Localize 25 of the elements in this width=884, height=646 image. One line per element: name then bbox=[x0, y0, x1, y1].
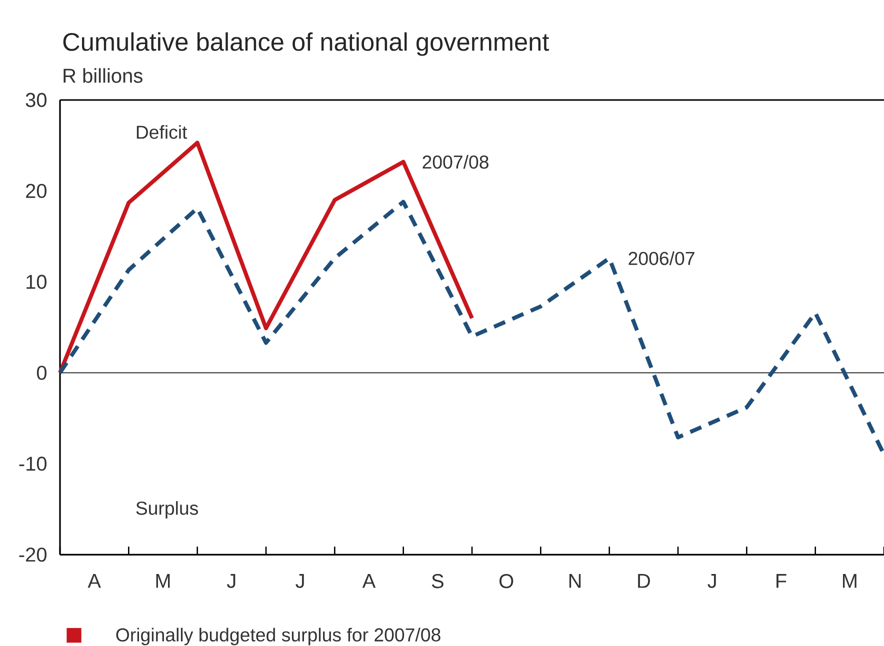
text: S bbox=[432, 574, 444, 588]
y-tick-label: -20 bbox=[19, 548, 46, 562]
text: A bbox=[362, 574, 376, 588]
text: A bbox=[88, 574, 101, 588]
y-axis-title: R billions bbox=[64, 68, 142, 83]
text: M bbox=[842, 574, 856, 588]
text: F bbox=[776, 574, 786, 588]
text: O bbox=[500, 574, 514, 588]
text: J bbox=[708, 574, 716, 588]
y-tick-label: 0 bbox=[36, 366, 46, 380]
text: N bbox=[569, 574, 581, 588]
y-tick-label: 30 bbox=[26, 92, 46, 108]
y-tick-label: 20 bbox=[26, 184, 46, 198]
series-label: 2007/08 bbox=[422, 154, 488, 169]
text: J bbox=[296, 574, 304, 588]
y-tick-label: -10 bbox=[19, 456, 46, 471]
text: D bbox=[638, 574, 650, 588]
text: Originally budgeted surplus for 2007/08 bbox=[116, 628, 440, 646]
annotation: Deficit bbox=[136, 125, 188, 139]
chart-title: Cumulative balance of national government bbox=[63, 32, 550, 56]
series-label: 2006/07 bbox=[628, 251, 694, 266]
annotation: Surplus bbox=[136, 501, 198, 519]
text: M bbox=[156, 574, 170, 588]
y-tick-label: 10 bbox=[26, 274, 46, 289]
text: J bbox=[226, 574, 236, 588]
